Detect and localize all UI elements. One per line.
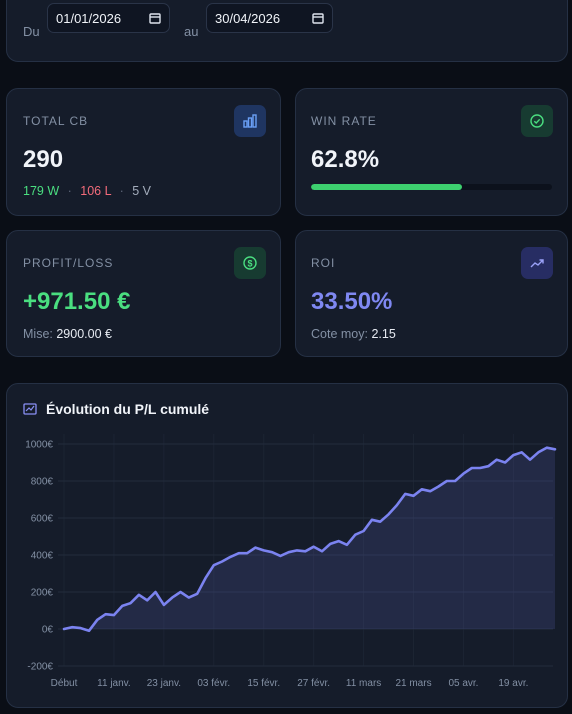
check-icon	[521, 105, 553, 137]
total-card: TOTAL CB 290 179 W · 106 L · 5 V	[6, 88, 281, 216]
y-tick-label: 400€	[31, 551, 54, 562]
x-tick-label: 27 févr.	[297, 678, 330, 689]
from-label: Du	[23, 24, 40, 39]
chart-title: Évolution du P/L cumulé	[46, 401, 209, 417]
y-tick-label: 800€	[31, 477, 54, 488]
x-tick-label: 15 févr.	[247, 678, 280, 689]
stake-value: 2900.00 €	[56, 327, 112, 341]
x-tick-label: 23 janv.	[147, 678, 181, 689]
to-date: 30/04/2026	[215, 10, 281, 26]
from-date-input[interactable]: 01/01/2026	[47, 3, 170, 33]
bar-icon	[234, 105, 266, 137]
separator: ·	[119, 184, 124, 198]
calendar-icon	[312, 13, 324, 24]
separator: ·	[67, 184, 72, 198]
to-label: au	[184, 24, 199, 39]
area	[64, 447, 555, 631]
voids: 5 V	[132, 184, 152, 198]
stat-value: 62.8%	[311, 146, 380, 173]
calendar-icon	[149, 13, 161, 24]
dollar-icon: $	[234, 247, 266, 279]
roi-card: ROI 33.50% Cote moy: 2.15	[295, 230, 568, 357]
winrate-card: WIN RATE 62.8%	[295, 88, 568, 216]
odds-label: Cote moy:	[311, 327, 368, 341]
wins: 179 W	[23, 184, 60, 198]
svg-text:$: $	[247, 258, 252, 268]
stake: Mise: 2900.00 €	[23, 327, 112, 341]
progress-fill	[311, 184, 463, 190]
y-tick-label: 200€	[31, 588, 54, 599]
x-tick-label: 05 avr.	[448, 678, 478, 689]
chart-card	[6, 383, 568, 708]
x-tick-label: Début	[51, 678, 78, 689]
stat-label: ROI	[311, 256, 336, 270]
profit-card: PROFIT/LOSS $ +971.50 € Mise: 2900.00 €	[6, 230, 281, 357]
x-tick-label: 19 avr.	[498, 678, 528, 689]
odds-value: 2.15	[371, 327, 396, 341]
y-tick-label: 1000€	[25, 440, 53, 451]
y-tick-label: 600€	[31, 514, 54, 525]
filter-card: Du 01/01/2026 au 30/04/2026	[6, 0, 568, 62]
from-date: 01/01/2026	[56, 10, 122, 26]
x-tick-label: 11 mars	[346, 678, 381, 689]
x-tick-label: 11 janv.	[97, 678, 131, 689]
stat-label: WIN RATE	[311, 114, 377, 128]
y-tick-label: 0€	[42, 625, 54, 636]
stat-value: 33.50%	[311, 288, 393, 315]
stat-value: 290	[23, 146, 64, 173]
chart-icon	[23, 403, 37, 415]
x-tick-label: 21 mars	[395, 678, 431, 689]
x-tick-label: 03 févr.	[197, 678, 230, 689]
record: 179 W · 106 L · 5 V	[23, 184, 151, 198]
stat-value: +971.50 €	[23, 288, 131, 315]
line	[62, 446, 557, 633]
to-date-input[interactable]: 30/04/2026	[206, 3, 333, 33]
y-tick-label: -200€	[27, 662, 53, 673]
stat-label: PROFIT/LOSS	[23, 256, 114, 270]
losses: 106 L	[80, 184, 112, 198]
trend-icon	[521, 247, 553, 279]
odds: Cote moy: 2.15	[311, 327, 396, 341]
chart: Évolution du P/L cumulé Début 11 janv. 23 …	[23, 401, 557, 689]
stat-label: TOTAL CB	[23, 114, 89, 128]
stake-label: Mise:	[23, 327, 53, 341]
progress-track	[311, 184, 552, 190]
